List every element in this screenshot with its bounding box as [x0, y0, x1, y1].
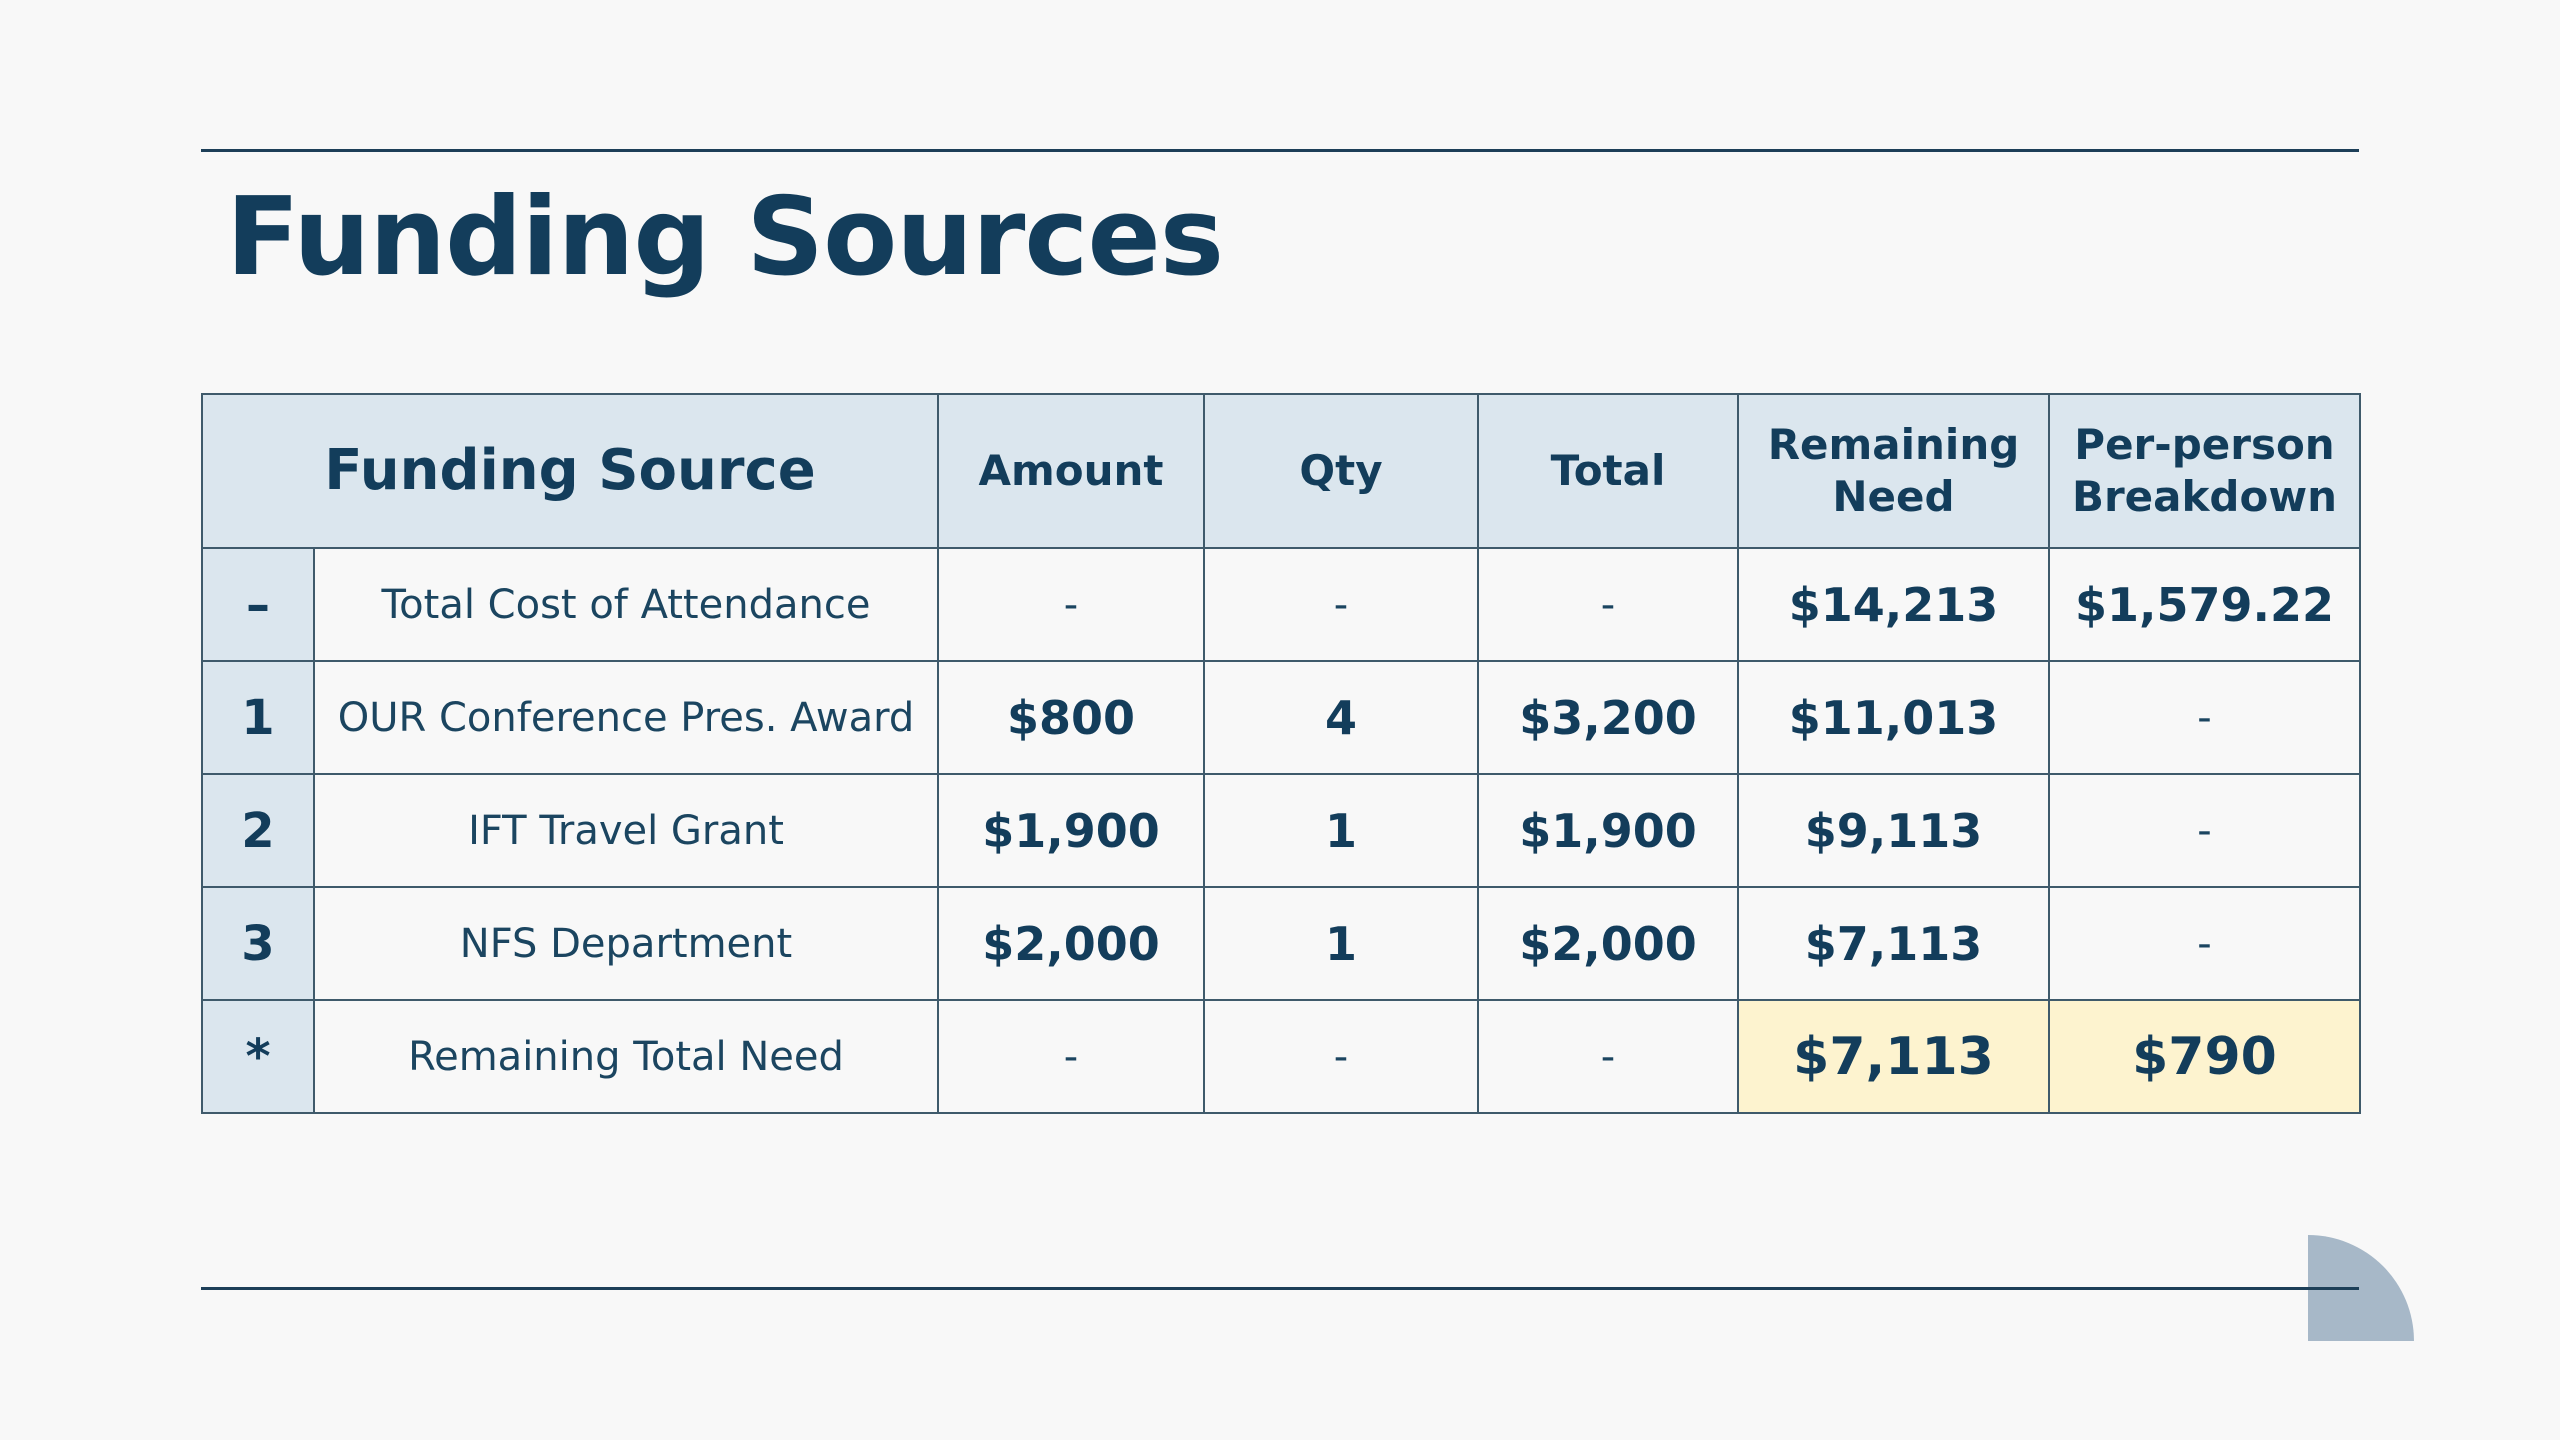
- amount-cell: -: [937, 547, 1205, 662]
- row-index: 1: [201, 660, 315, 775]
- top-divider: [201, 149, 2359, 152]
- row-index: –: [201, 547, 315, 662]
- amount-cell: $2,000: [937, 886, 1205, 1001]
- header-remaining-need: Remaining Need: [1737, 393, 2050, 549]
- funding-source-name: Total Cost of Attendance: [313, 547, 939, 662]
- row-index: *: [201, 999, 315, 1114]
- total-cell: $2,000: [1477, 886, 1739, 1001]
- qty-cell: 1: [1203, 886, 1479, 1001]
- remaining-total-need-highlight: $7,113: [1737, 999, 2050, 1114]
- table-row: 2 IFT Travel Grant $1,900 1 $1,900 $9,11…: [201, 773, 2361, 888]
- remaining-need-cell: $14,213: [1737, 547, 2050, 662]
- per-person-cell: -: [2048, 773, 2361, 888]
- qty-cell: 4: [1203, 660, 1479, 775]
- table-header-row: Funding Source Amount Qty Total Remainin…: [201, 393, 2361, 549]
- header-funding-source: Funding Source: [201, 393, 939, 549]
- funding-source-name: IFT Travel Grant: [313, 773, 939, 888]
- header-amount: Amount: [937, 393, 1205, 549]
- total-cell: $3,200: [1477, 660, 1739, 775]
- table-row: 1 OUR Conference Pres. Award $800 4 $3,2…: [201, 660, 2361, 775]
- total-cell: -: [1477, 999, 1739, 1114]
- page-title: Funding Sources: [226, 175, 1224, 300]
- amount-cell: $800: [937, 660, 1205, 775]
- qty-cell: -: [1203, 999, 1479, 1114]
- row-index: 3: [201, 886, 315, 1001]
- table-row: 3 NFS Department $2,000 1 $2,000 $7,113 …: [201, 886, 2361, 1001]
- remaining-need-cell: $11,013: [1737, 660, 2050, 775]
- table-row: – Total Cost of Attendance - - - $14,213…: [201, 547, 2361, 662]
- remaining-need-cell: $9,113: [1737, 773, 2050, 888]
- per-person-total-highlight: $790: [2048, 999, 2361, 1114]
- total-cell: -: [1477, 547, 1739, 662]
- row-index: 2: [201, 773, 315, 888]
- per-person-cell: -: [2048, 886, 2361, 1001]
- table-row-total: * Remaining Total Need - - - $7,113 $790: [201, 999, 2361, 1114]
- remaining-need-cell: $7,113: [1737, 886, 2050, 1001]
- bottom-divider: [201, 1287, 2359, 1290]
- amount-cell: -: [937, 999, 1205, 1114]
- funding-table: Funding Source Amount Qty Total Remainin…: [201, 393, 2361, 1114]
- per-person-cell: $1,579.22: [2048, 547, 2361, 662]
- qty-cell: -: [1203, 547, 1479, 662]
- per-person-cell: -: [2048, 660, 2361, 775]
- header-total: Total: [1477, 393, 1739, 549]
- qty-cell: 1: [1203, 773, 1479, 888]
- funding-source-name: NFS Department: [313, 886, 939, 1001]
- total-cell: $1,900: [1477, 773, 1739, 888]
- funding-source-name: OUR Conference Pres. Award: [313, 660, 939, 775]
- header-per-person-breakdown: Per-person Breakdown: [2048, 393, 2361, 549]
- header-qty: Qty: [1203, 393, 1479, 549]
- funding-source-name: Remaining Total Need: [313, 999, 939, 1114]
- amount-cell: $1,900: [937, 773, 1205, 888]
